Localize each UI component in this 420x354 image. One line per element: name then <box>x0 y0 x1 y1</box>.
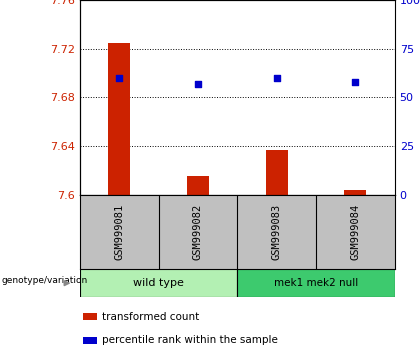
Bar <box>344 190 366 195</box>
Text: wild type: wild type <box>133 278 184 288</box>
Point <box>352 79 359 85</box>
Point <box>116 75 123 81</box>
Point <box>273 75 280 81</box>
Point <box>194 81 201 87</box>
Text: GSM999082: GSM999082 <box>193 204 203 260</box>
Bar <box>80 269 237 297</box>
Bar <box>83 337 97 344</box>
Text: GSM999081: GSM999081 <box>114 204 124 260</box>
Text: GSM999083: GSM999083 <box>272 204 282 260</box>
Bar <box>108 42 130 195</box>
Bar <box>83 313 97 320</box>
Bar <box>187 176 209 195</box>
Text: percentile rank within the sample: percentile rank within the sample <box>102 335 278 346</box>
Bar <box>265 150 288 195</box>
Text: GSM999084: GSM999084 <box>350 204 360 260</box>
Text: transformed count: transformed count <box>102 312 199 322</box>
Text: mek1 mek2 null: mek1 mek2 null <box>274 278 358 288</box>
Text: genotype/variation: genotype/variation <box>2 276 88 285</box>
Bar <box>237 269 395 297</box>
